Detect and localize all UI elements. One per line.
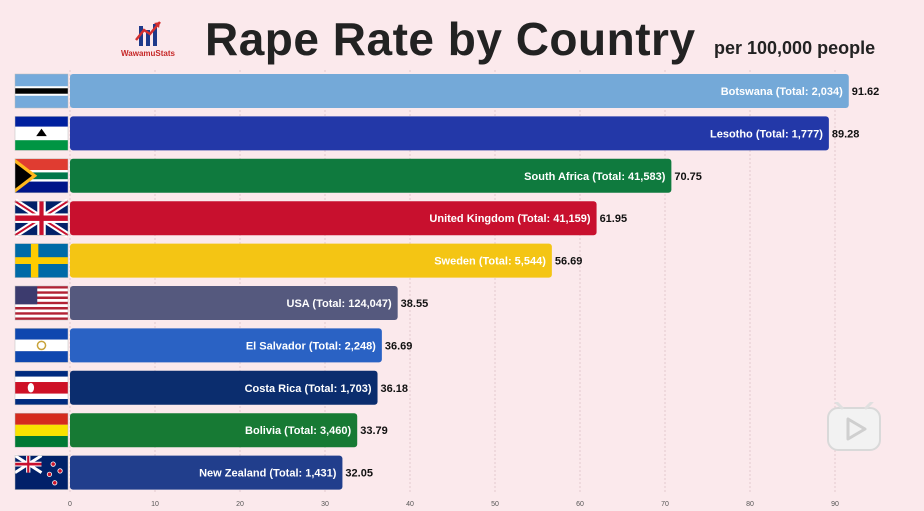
bar-value-label: 61.95 — [600, 213, 628, 225]
bar-row: USA (Total: 124,047) 38.55 — [14, 285, 429, 321]
bar — [70, 455, 343, 490]
bar-row: Lesotho (Total: 1,777) 89.28 — [14, 116, 860, 151]
chart-subtitle: per 100,000 people — [714, 38, 876, 58]
bar-label: Bolivia (Total: 3,460) — [245, 425, 351, 437]
south-africa-flag-icon — [14, 158, 69, 194]
bar-value-label: 32.05 — [345, 468, 373, 480]
bar — [70, 201, 597, 236]
bar-value-label: 38.55 — [401, 298, 429, 310]
logo-icon — [135, 21, 161, 46]
lesotho-flag-icon — [14, 116, 69, 151]
play-button-icon[interactable] — [826, 402, 882, 452]
bar-value-label: 36.18 — [381, 383, 409, 395]
x-tick-label: 30 — [321, 501, 329, 508]
bar — [70, 413, 358, 448]
x-tick-label: 10 — [151, 501, 159, 508]
new-zealand-flag-icon — [14, 454, 69, 490]
costa-rica-flag-icon — [14, 370, 69, 406]
x-tick-label: 60 — [576, 501, 584, 508]
x-tick-label: 80 — [746, 501, 754, 508]
bar-label: Sweden (Total: 5,544) — [434, 256, 546, 268]
el-salvador-flag-icon — [14, 328, 69, 363]
bar-label: USA (Total: 124,047) — [287, 298, 392, 310]
bar — [70, 243, 552, 278]
bar-row: Sweden (Total: 5,544) 56.69 — [14, 243, 583, 278]
logo-text: WawamuStats — [121, 49, 175, 58]
chart-title: Rape Rate by Country — [205, 13, 696, 65]
bar — [70, 74, 849, 108]
x-tick-label: 90 — [831, 501, 839, 508]
bar — [70, 116, 829, 151]
bar — [70, 286, 398, 320]
x-tick-label: 20 — [236, 501, 244, 508]
bar — [70, 328, 382, 363]
botswana-flag-icon — [14, 73, 69, 109]
bar-value-label: 89.28 — [832, 128, 860, 140]
bar-row: South Africa (Total: 41,583) 70.75 — [14, 158, 702, 194]
bar-row: United Kingdom (Total: 41,159) 61.95 — [13, 198, 628, 238]
bar — [70, 370, 378, 405]
bar-row: New Zealand (Total: 1,431) 32.05 — [14, 454, 373, 490]
bar-row: Bolivia (Total: 3,460) 33.79 — [14, 412, 388, 448]
bar-label: Botswana (Total: 2,034) — [721, 86, 843, 98]
bar-value-label: 91.62 — [852, 86, 880, 98]
bar-row: El Salvador (Total: 2,248) 36.69 — [14, 328, 413, 363]
united-kingdom-flag-icon — [13, 198, 70, 238]
bar-row: Costa Rica (Total: 1,703) 36.18 — [14, 370, 409, 406]
x-tick-label: 70 — [661, 501, 669, 508]
bar-label: South Africa (Total: 41,583) — [524, 171, 666, 183]
x-tick-label: 40 — [406, 501, 414, 508]
x-tick-label: 50 — [491, 501, 499, 508]
bar-row: Botswana (Total: 2,034) 91.62 — [14, 73, 880, 109]
bar-label: Costa Rica (Total: 1,703) — [245, 383, 372, 395]
sweden-flag-icon — [14, 243, 69, 278]
bar-value-label: 33.79 — [360, 425, 388, 437]
usa-flag-icon — [14, 285, 69, 321]
brand-logo: WawamuStats — [118, 20, 178, 60]
bar-label: Lesotho (Total: 1,777) — [710, 128, 823, 140]
x-tick-label: 0 — [68, 501, 72, 508]
bar-value-label: 70.75 — [674, 171, 702, 183]
bar-value-label: 56.69 — [555, 256, 583, 268]
bar-label: United Kingdom (Total: 41,159) — [429, 213, 590, 225]
bar-label: El Salvador (Total: 2,248) — [246, 340, 376, 352]
bar-value-label: 36.69 — [385, 340, 413, 352]
bar-label: New Zealand (Total: 1,431) — [199, 468, 337, 480]
bar — [70, 158, 672, 193]
bolivia-flag-icon — [14, 412, 69, 448]
